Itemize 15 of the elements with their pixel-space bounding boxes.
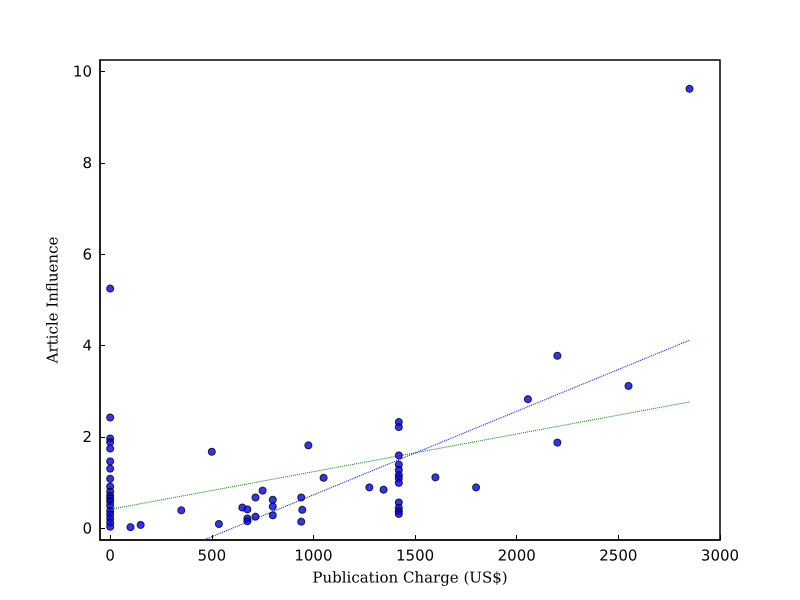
x-tick-label: 1000 [294,546,333,564]
y-tick-label: 0 [82,520,92,538]
x-tick-label: 3000 [700,546,740,564]
x-tick-label: 500 [197,546,226,564]
y-axis-title: Article Influence [44,236,62,364]
x-tick-label: 0 [105,546,115,564]
x-tick-label: 2000 [498,546,536,564]
y-tick-label: 2 [82,428,92,446]
x-tick-label: 1500 [396,546,434,564]
y-tick-label: 4 [82,336,92,355]
y-tick-label: 10 [72,62,92,80]
y-tick-label: 8 [82,154,92,172]
y-tick-label: 6 [82,245,92,264]
x-tick-label: 2500 [599,546,638,564]
x-axis-title: Publication Charge (US$) [312,568,508,586]
